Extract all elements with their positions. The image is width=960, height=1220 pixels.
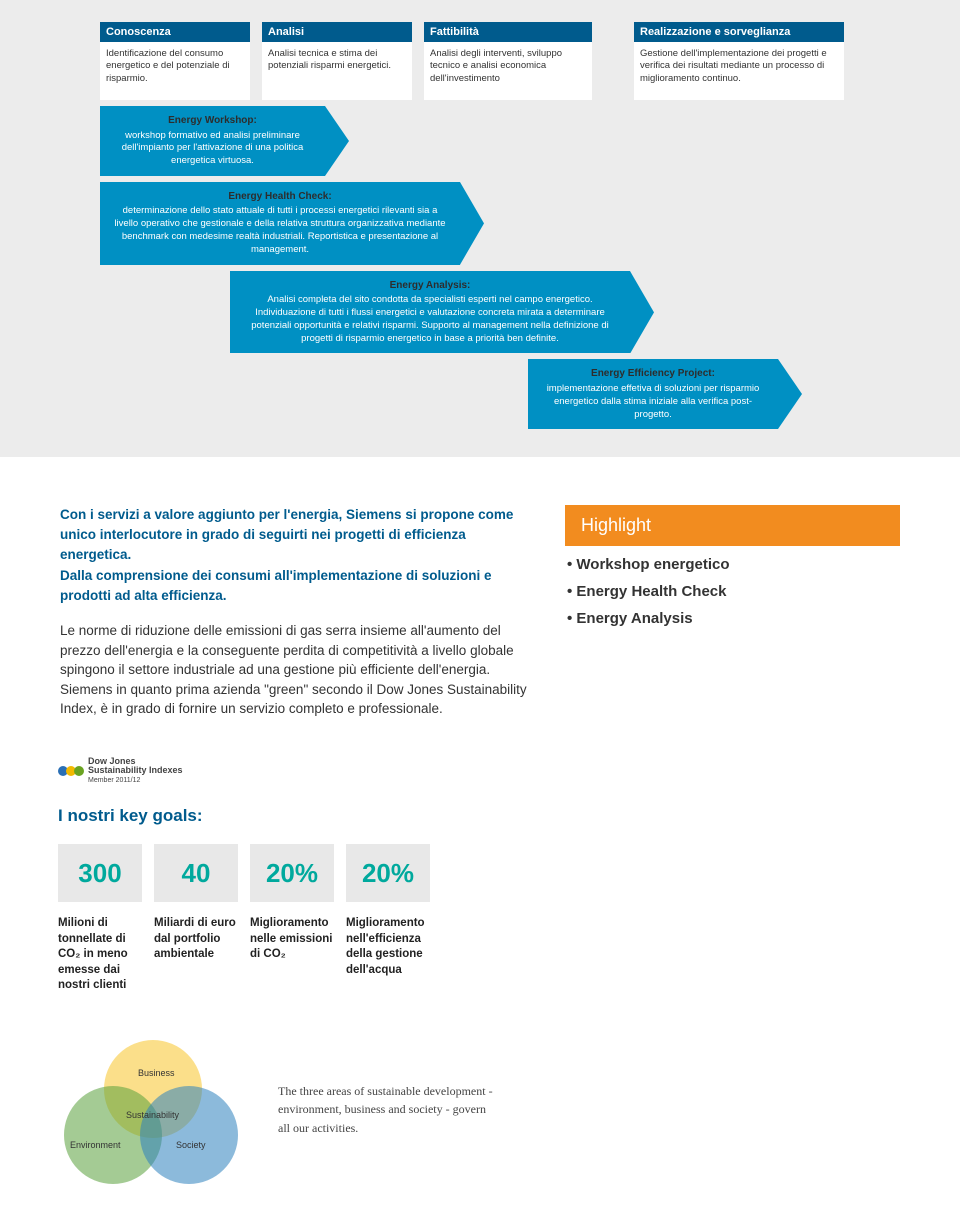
venn-row: Business Sustainability Environment Soci…: [58, 1040, 960, 1220]
goal-label: Miglioramento nell'efficienza della gest…: [346, 916, 430, 994]
highlight-item: • Energy Analysis: [565, 600, 900, 627]
venn-label-top: Business: [138, 1068, 175, 1078]
venn-diagram: Business Sustainability Environment Soci…: [58, 1040, 238, 1180]
venn-label-center: Sustainability: [126, 1110, 179, 1120]
arrow-point-icon: [460, 182, 484, 265]
col-head: Analisi: [262, 22, 412, 42]
arrow-energy-analysis: Energy Analysis: Analisi completa del si…: [230, 271, 630, 354]
arrow-title: Energy Efficiency Project:: [538, 367, 768, 381]
venn-label-br: Society: [176, 1140, 206, 1150]
intro-column: Con i servizi a valore aggiunto per l'en…: [60, 505, 535, 719]
col-head: Realizzazione e sorveglianza: [634, 22, 844, 42]
highlight-item: • Workshop energetico: [565, 546, 900, 573]
goal-label: Miliardi di euro dal portfolio ambiental…: [154, 916, 238, 994]
column-headers: Conoscenza Identificazione del consumo e…: [100, 22, 860, 100]
highlight-item: • Energy Health Check: [565, 573, 900, 600]
intro-sub: Dalla comprensione dei consumi all'imple…: [60, 566, 535, 605]
col-head: Fattibilità: [424, 22, 592, 42]
highlight-header: Highlight: [565, 505, 900, 546]
goal-box: 40: [154, 844, 238, 902]
goal-box: 20%: [250, 844, 334, 902]
intro-body: Le norme di riduzione delle emissioni di…: [60, 621, 535, 719]
goal-box: 20%: [346, 844, 430, 902]
col-body: Analisi degli interventi, sviluppo tecni…: [424, 42, 592, 100]
content-row: Con i servizi a valore aggiunto per l'en…: [0, 457, 960, 739]
key-goals-boxes: 300 40 20% 20%: [58, 844, 960, 902]
arrow-energy-workshop: Energy Workshop: workshop formativo ed a…: [100, 106, 325, 176]
diagram-band: Conoscenza Identificazione del consumo e…: [0, 0, 960, 457]
process-diagram: Conoscenza Identificazione del consumo e…: [100, 22, 860, 429]
col-analisi: Analisi Analisi tecnica e stima dei pote…: [262, 22, 412, 100]
arrow-energy-efficiency-project: Energy Efficiency Project: implementazio…: [528, 359, 778, 429]
arrow-title: Energy Health Check:: [110, 190, 450, 204]
col-head: Conoscenza: [100, 22, 250, 42]
arrow-point-icon: [325, 106, 349, 176]
arrow-text: workshop formativo ed analisi preliminar…: [122, 130, 304, 167]
col-realizzazione: Realizzazione e sorveglianza Gestione de…: [634, 22, 844, 100]
key-goals-labels: Milioni di tonnellate di CO₂ in meno eme…: [58, 916, 960, 994]
arrow-title: Energy Workshop:: [110, 114, 315, 128]
arrow-point-icon: [630, 271, 654, 354]
arrow-text: implementazione effetiva di soluzioni pe…: [547, 383, 760, 420]
col-body: Analisi tecnica e stima dei potenziali r…: [262, 42, 412, 100]
highlight-column: Highlight • Workshop energetico • Energy…: [565, 505, 900, 719]
col-body: Identificazione del consumo energetico e…: [100, 42, 250, 100]
intro-lead: Con i servizi a valore aggiunto per l'en…: [60, 505, 535, 564]
dj-line3: Member 2011/12: [88, 777, 140, 784]
dj-line2: Sustainability Indexes: [88, 765, 183, 775]
goal-label: Miglioramento nelle emissioni di CO₂: [250, 916, 334, 994]
goal-label: Milioni di tonnellate di CO₂ in meno eme…: [58, 916, 142, 994]
dj-text: Dow Jones Sustainability Indexes Member …: [88, 757, 183, 784]
venn-circle-society: [140, 1086, 238, 1184]
arrow-text: determinazione dello stato attuale di tu…: [114, 205, 445, 254]
dj-dots-icon: [58, 766, 82, 776]
arrow-text: Analisi completa del sito condotta da sp…: [251, 294, 609, 343]
venn-caption: The three areas of sustainable developme…: [278, 1082, 498, 1138]
venn-label-bl: Environment: [70, 1140, 121, 1150]
col-fattibilita: Fattibilità Analisi degli interventi, sv…: [424, 22, 592, 100]
arrow-point-icon: [778, 359, 802, 429]
arrow-title: Energy Analysis:: [240, 279, 620, 293]
goal-box: 300: [58, 844, 142, 902]
col-body: Gestione dell'implementazione dei proget…: [634, 42, 844, 100]
key-goals-title: I nostri key goals:: [58, 806, 960, 826]
col-conoscenza: Conoscenza Identificazione del consumo e…: [100, 22, 250, 100]
arrow-energy-health-check: Energy Health Check: determinazione dell…: [100, 182, 460, 265]
dow-jones-badge: Dow Jones Sustainability Indexes Member …: [58, 757, 960, 784]
